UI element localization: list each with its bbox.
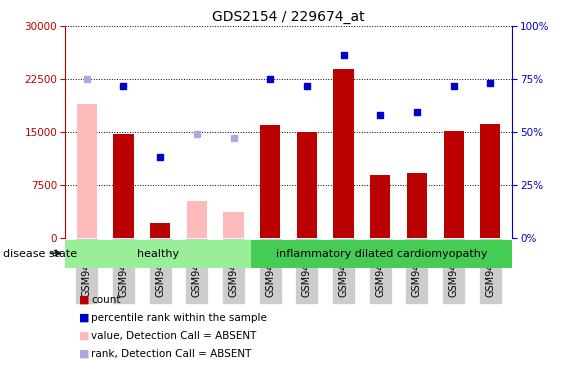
Text: disease state: disease state: [3, 249, 77, 259]
Bar: [187, 201, 207, 238]
Bar: [251, 240, 512, 268]
Bar: [65, 240, 251, 268]
Text: ■: ■: [79, 313, 90, 323]
Text: value, Detection Call = ABSENT: value, Detection Call = ABSENT: [91, 331, 257, 341]
Text: ■: ■: [79, 295, 90, 305]
Text: ■: ■: [79, 349, 90, 359]
Bar: [370, 175, 390, 238]
Bar: [150, 223, 170, 238]
Bar: [444, 131, 464, 238]
Bar: [77, 104, 97, 238]
Bar: [297, 132, 317, 238]
Title: GDS2154 / 229674_at: GDS2154 / 229674_at: [212, 10, 365, 24]
Bar: [333, 69, 354, 238]
Text: inflammatory dilated cardiomyopathy: inflammatory dilated cardiomyopathy: [276, 249, 488, 259]
Text: count: count: [91, 295, 120, 305]
Text: healthy: healthy: [137, 249, 179, 259]
Bar: [224, 212, 244, 238]
Text: rank, Detection Call = ABSENT: rank, Detection Call = ABSENT: [91, 349, 252, 359]
Text: ■: ■: [79, 331, 90, 341]
Bar: [407, 173, 427, 238]
Text: percentile rank within the sample: percentile rank within the sample: [91, 313, 267, 323]
Bar: [113, 134, 133, 238]
Bar: [480, 124, 501, 238]
Bar: [260, 125, 280, 238]
